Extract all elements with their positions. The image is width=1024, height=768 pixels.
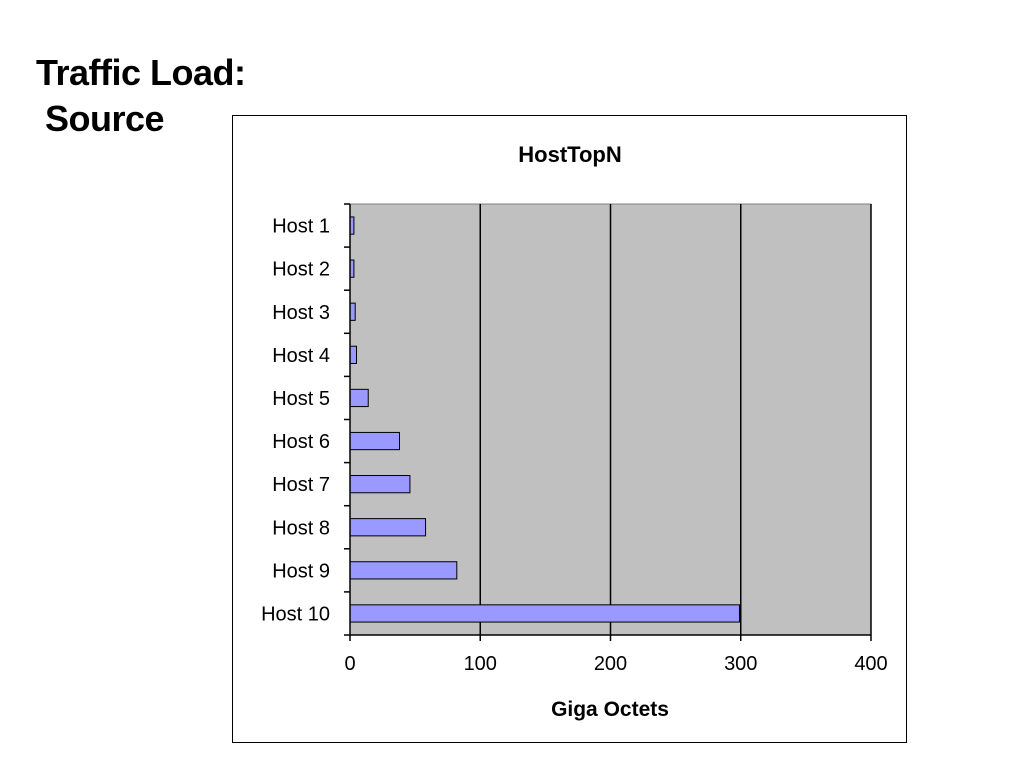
gridlines xyxy=(479,204,872,635)
y-tick-label: Host 2 xyxy=(272,259,330,281)
x-tick-label: 100 xyxy=(464,653,497,675)
y-tick-label: Host 4 xyxy=(272,345,330,367)
y-tick-label: Host 9 xyxy=(272,560,330,582)
bar-6 xyxy=(349,431,400,451)
slide-title: Traffic Load: Source xyxy=(36,50,246,142)
slide-title-line1: Traffic Load: xyxy=(36,52,246,93)
x-axis-label: Giga Octets xyxy=(551,698,669,721)
y-tick-label: Host 1 xyxy=(272,216,330,238)
y-tick-label: Host 5 xyxy=(272,388,330,410)
y-tick-label: Host 8 xyxy=(272,517,330,539)
bar-7 xyxy=(349,475,411,494)
bar-5 xyxy=(349,388,369,408)
chart-title: HostTopN xyxy=(518,142,621,167)
bar-4 xyxy=(349,345,358,364)
axes xyxy=(344,203,872,641)
x-tick-label: 0 xyxy=(344,653,355,675)
slide-title-line2: Source xyxy=(45,98,165,139)
bar-10 xyxy=(349,604,740,623)
bar-3 xyxy=(349,302,356,321)
x-tick-label: 300 xyxy=(724,653,757,675)
y-tick-label: Host 10 xyxy=(261,603,330,625)
y-tick-label: Host 6 xyxy=(272,431,330,453)
x-tick-label: 200 xyxy=(594,653,627,675)
bar-9 xyxy=(349,561,458,580)
y-tick-label: Host 7 xyxy=(272,474,330,496)
x-tick-labels: 0 100 200 300 400 xyxy=(344,653,887,675)
x-tick-label: 400 xyxy=(854,653,887,675)
bar-8 xyxy=(349,518,427,537)
y-tick-label: Host 3 xyxy=(272,302,330,324)
y-tick-labels: Host 1 Host 2 Host 3 Host 4 Host 5 Host 6 Host… xyxy=(261,216,330,626)
